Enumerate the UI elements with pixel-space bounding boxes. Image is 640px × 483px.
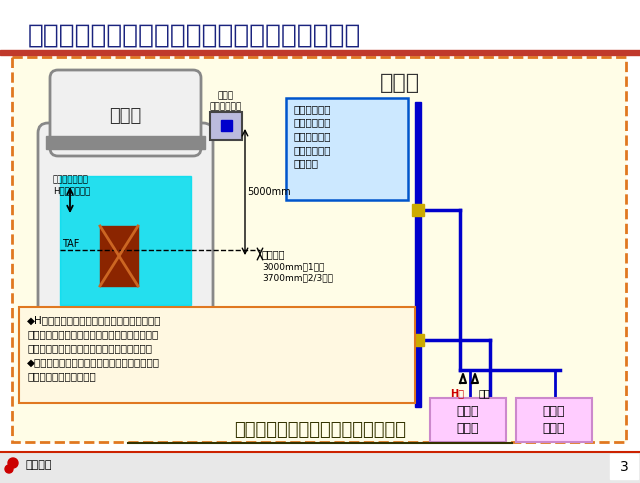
Circle shape: [8, 458, 18, 468]
Text: Ｌ側: Ｌ側: [478, 388, 490, 398]
Bar: [46, 136, 205, 149]
Text: 燃料域
水位計: 燃料域 水位計: [457, 405, 479, 435]
Bar: [0, 50, 640, 55]
Text: 原子炉水位を
測定するため
には，凝縮槽
に水を張る必
要がある: 原子炉水位を 測定するため には，凝縮槽 に水を張る必 要がある: [293, 104, 330, 169]
Bar: [412, 204, 424, 216]
Text: 計測範囲: 計測範囲: [262, 249, 285, 259]
Text: 3000mm（1号）
3700mm（2/3号）: 3000mm（1号） 3700mm（2/3号）: [262, 262, 333, 282]
Text: 凝縮槽
（基準面器）: 凝縮槽 （基準面器）: [210, 91, 242, 111]
Text: １．原子炉水位　／　２．原子炉圧力　（１）: １．原子炉水位 ／ ２．原子炉圧力 （１）: [28, 23, 362, 49]
Text: TAF: TAF: [62, 239, 79, 249]
Text: 原子炉水位／原子炉圧力計測定原理: 原子炉水位／原子炉圧力計測定原理: [234, 421, 406, 439]
Text: 原子炉
圧力計: 原子炉 圧力計: [543, 405, 565, 435]
Text: 東京電力: 東京電力: [25, 460, 51, 470]
Bar: [0, 452, 640, 483]
FancyBboxPatch shape: [50, 70, 201, 156]
Bar: [610, 454, 638, 479]
Bar: [412, 334, 424, 346]
FancyBboxPatch shape: [430, 398, 506, 442]
Text: ＲＰＶ: ＲＰＶ: [109, 107, 141, 125]
Text: ◆H側とＬ側の差圧は水位と線形関係にあるた
め，水頭圧変化（水位変化）による，差圧を測
定することで水位を計測することができる。
◆原子炉圧力に関しては凝縮槽側: ◆H側とＬ側の差圧は水位と線形関係にあるた め，水頭圧変化（水位変化）による，差…: [27, 315, 161, 381]
FancyBboxPatch shape: [286, 98, 408, 200]
Text: H側: H側: [450, 388, 464, 398]
Text: ＰＣＶ: ＰＣＶ: [380, 73, 420, 93]
Text: 3: 3: [620, 460, 628, 474]
Bar: [210, 112, 242, 140]
FancyBboxPatch shape: [12, 57, 626, 442]
Bar: [221, 120, 232, 131]
Bar: [100, 226, 138, 286]
Text: 水位変化により
H側圧力が変化: 水位変化により H側圧力が変化: [53, 175, 90, 196]
Bar: [415, 102, 421, 407]
FancyBboxPatch shape: [516, 398, 592, 442]
Text: 5000mm: 5000mm: [247, 187, 291, 197]
Bar: [60, 176, 191, 305]
FancyBboxPatch shape: [38, 123, 213, 323]
FancyBboxPatch shape: [19, 307, 415, 403]
Circle shape: [5, 465, 13, 473]
